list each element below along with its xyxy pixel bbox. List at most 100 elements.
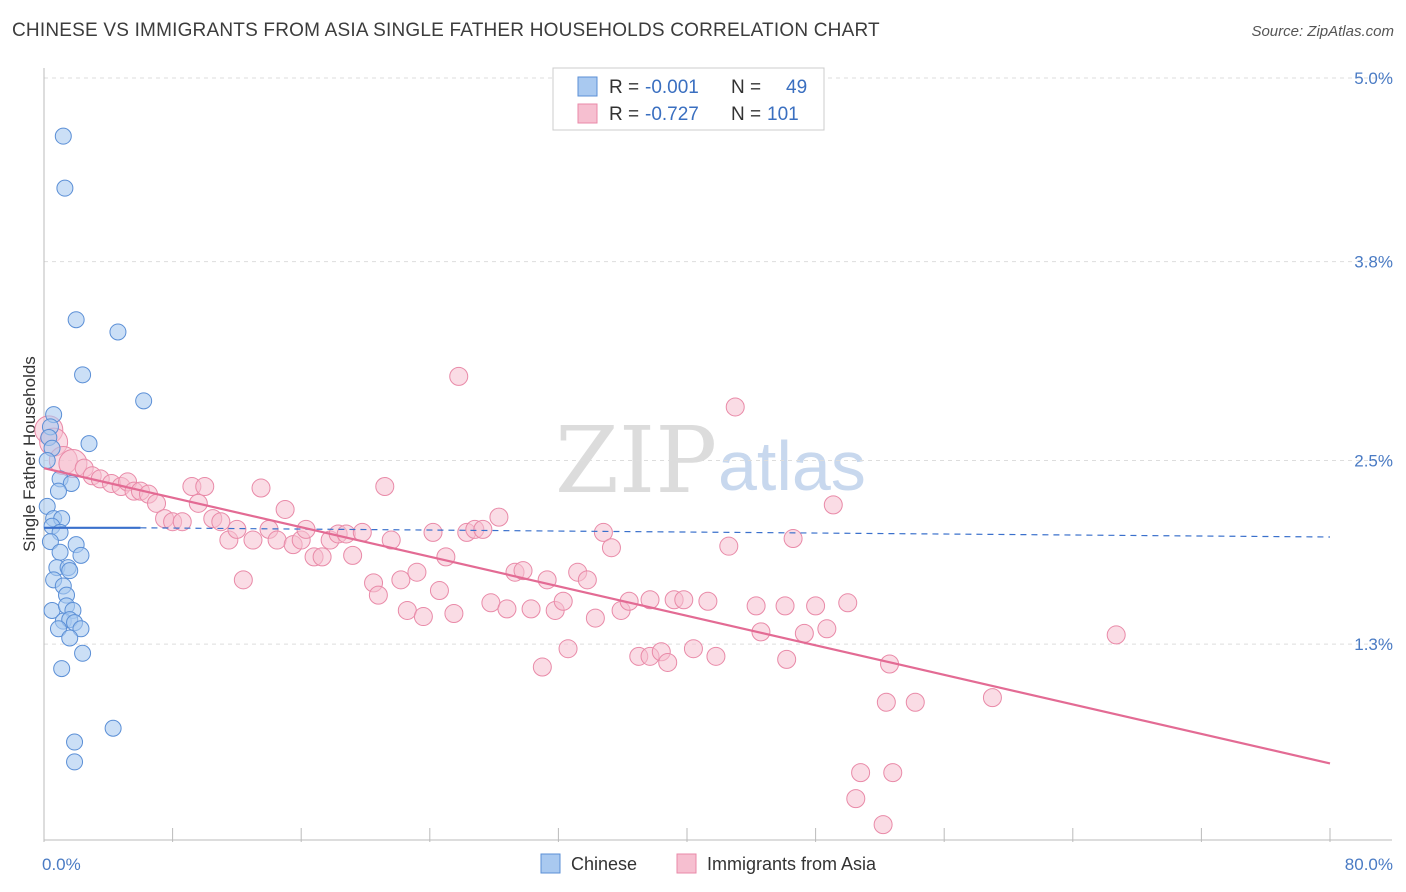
asia-point xyxy=(233,570,253,590)
asia-point xyxy=(706,646,726,666)
series-immigrants-from-asia xyxy=(34,366,1126,835)
asia-point xyxy=(513,561,533,581)
asia-point xyxy=(336,524,356,544)
x-tick-labels: 0.0% 80.0% xyxy=(42,855,1393,874)
asia-point xyxy=(436,547,456,567)
asia-point xyxy=(846,789,866,809)
chinese-point xyxy=(109,323,127,341)
bottom-legend-label-asia: Immigrants from Asia xyxy=(707,854,877,874)
asia-point xyxy=(674,590,694,610)
chinese-point xyxy=(74,644,92,662)
asia-point xyxy=(521,599,541,619)
asia-point xyxy=(375,477,395,497)
asia-point xyxy=(577,570,597,590)
asia-point xyxy=(211,512,231,532)
legend-r-value-chinese: -0.001 xyxy=(645,77,699,98)
bottom-legend-label-chinese: Chinese xyxy=(571,854,637,874)
y-axis-title: Single Father Households xyxy=(20,356,39,552)
asia-trend-line xyxy=(43,467,1331,765)
y-tick-label: 2.5% xyxy=(1354,452,1393,471)
asia-point xyxy=(381,530,401,550)
asia-point xyxy=(429,581,449,601)
asia-point xyxy=(532,657,552,677)
legend-r-label-chinese: R = xyxy=(609,77,639,98)
asia-point xyxy=(489,507,509,527)
asia-point xyxy=(407,562,427,582)
chinese-point xyxy=(74,366,92,384)
trend-lines xyxy=(43,467,1331,765)
chinese-point xyxy=(49,620,67,638)
y-tick-labels: 1.3% 2.5% 3.8% 5.0% xyxy=(1354,69,1393,654)
asia-point xyxy=(683,639,703,659)
asia-point xyxy=(312,547,332,567)
asia-point xyxy=(905,692,925,712)
asia-point xyxy=(444,604,464,623)
asia-point xyxy=(719,536,739,556)
asia-point xyxy=(413,607,433,627)
asia-point xyxy=(172,512,192,532)
asia-point xyxy=(585,608,605,628)
chart-title: CHINESE VS IMMIGRANTS FROM ASIA SINGLE F… xyxy=(12,20,880,41)
asia-point xyxy=(775,596,795,616)
gridlines xyxy=(43,77,1392,842)
bottom-legend-swatch-asia xyxy=(676,853,697,874)
bottom-legend-swatch-chinese xyxy=(540,853,561,874)
legend-r-label-asia: R = xyxy=(609,104,639,125)
correlation-legend: R = -0.001 N = 49 R = -0.727 N = 101 xyxy=(552,67,825,131)
asia-point xyxy=(368,585,388,605)
asia-point xyxy=(601,538,621,558)
legend-swatch-asia xyxy=(577,103,598,124)
asia-point xyxy=(982,688,1002,708)
series-chinese xyxy=(38,127,153,771)
watermark-atlas: atlas xyxy=(718,427,866,505)
asia-point xyxy=(794,623,814,643)
chinese-point xyxy=(67,311,85,329)
asia-point xyxy=(806,596,826,616)
asia-point xyxy=(497,599,517,619)
asia-point xyxy=(195,477,215,497)
asia-point xyxy=(823,495,843,515)
asia-point xyxy=(558,639,578,659)
asia-point xyxy=(267,530,287,550)
source-credit: Source: ZipAtlas.com xyxy=(1251,23,1394,40)
chinese-point xyxy=(53,660,71,678)
chinese-point xyxy=(51,543,69,561)
chinese-trend-dashed xyxy=(140,527,1331,538)
asia-point xyxy=(227,519,247,539)
legend-r-value-asia: -0.727 xyxy=(645,104,699,125)
y-tick-label: 1.3% xyxy=(1354,635,1393,654)
chinese-point xyxy=(38,452,56,469)
y-tick-label: 5.0% xyxy=(1354,69,1393,88)
asia-point xyxy=(658,652,678,672)
asia-point xyxy=(251,478,271,498)
chinese-point xyxy=(61,562,79,580)
asia-point xyxy=(343,545,363,565)
legend-n-label-asia: N = xyxy=(731,104,761,125)
asia-point xyxy=(473,519,493,539)
chinese-point xyxy=(72,546,90,564)
asia-point xyxy=(817,619,837,639)
asia-point xyxy=(725,397,745,417)
asia-point xyxy=(481,593,501,613)
legend-swatch-chinese xyxy=(577,76,598,97)
asia-point xyxy=(851,763,871,783)
legend-n-label-chinese: N = xyxy=(731,77,761,98)
asia-point xyxy=(883,763,903,783)
asia-point xyxy=(1106,625,1126,645)
series-legend: Chinese Immigrants from Asia xyxy=(540,853,877,874)
asia-point xyxy=(391,570,411,590)
asia-point xyxy=(640,590,660,610)
asia-point xyxy=(777,649,797,669)
asia-point xyxy=(593,522,613,542)
asia-point xyxy=(397,600,417,620)
chinese-point xyxy=(49,482,67,500)
x-tick-label-max: 80.0% xyxy=(1345,855,1393,874)
asia-point xyxy=(553,591,573,611)
chinese-point xyxy=(54,127,72,145)
chinese-point xyxy=(72,620,90,638)
asia-point xyxy=(783,529,803,549)
asia-point xyxy=(876,692,896,712)
chinese-point xyxy=(80,435,98,453)
asia-point xyxy=(275,499,295,519)
